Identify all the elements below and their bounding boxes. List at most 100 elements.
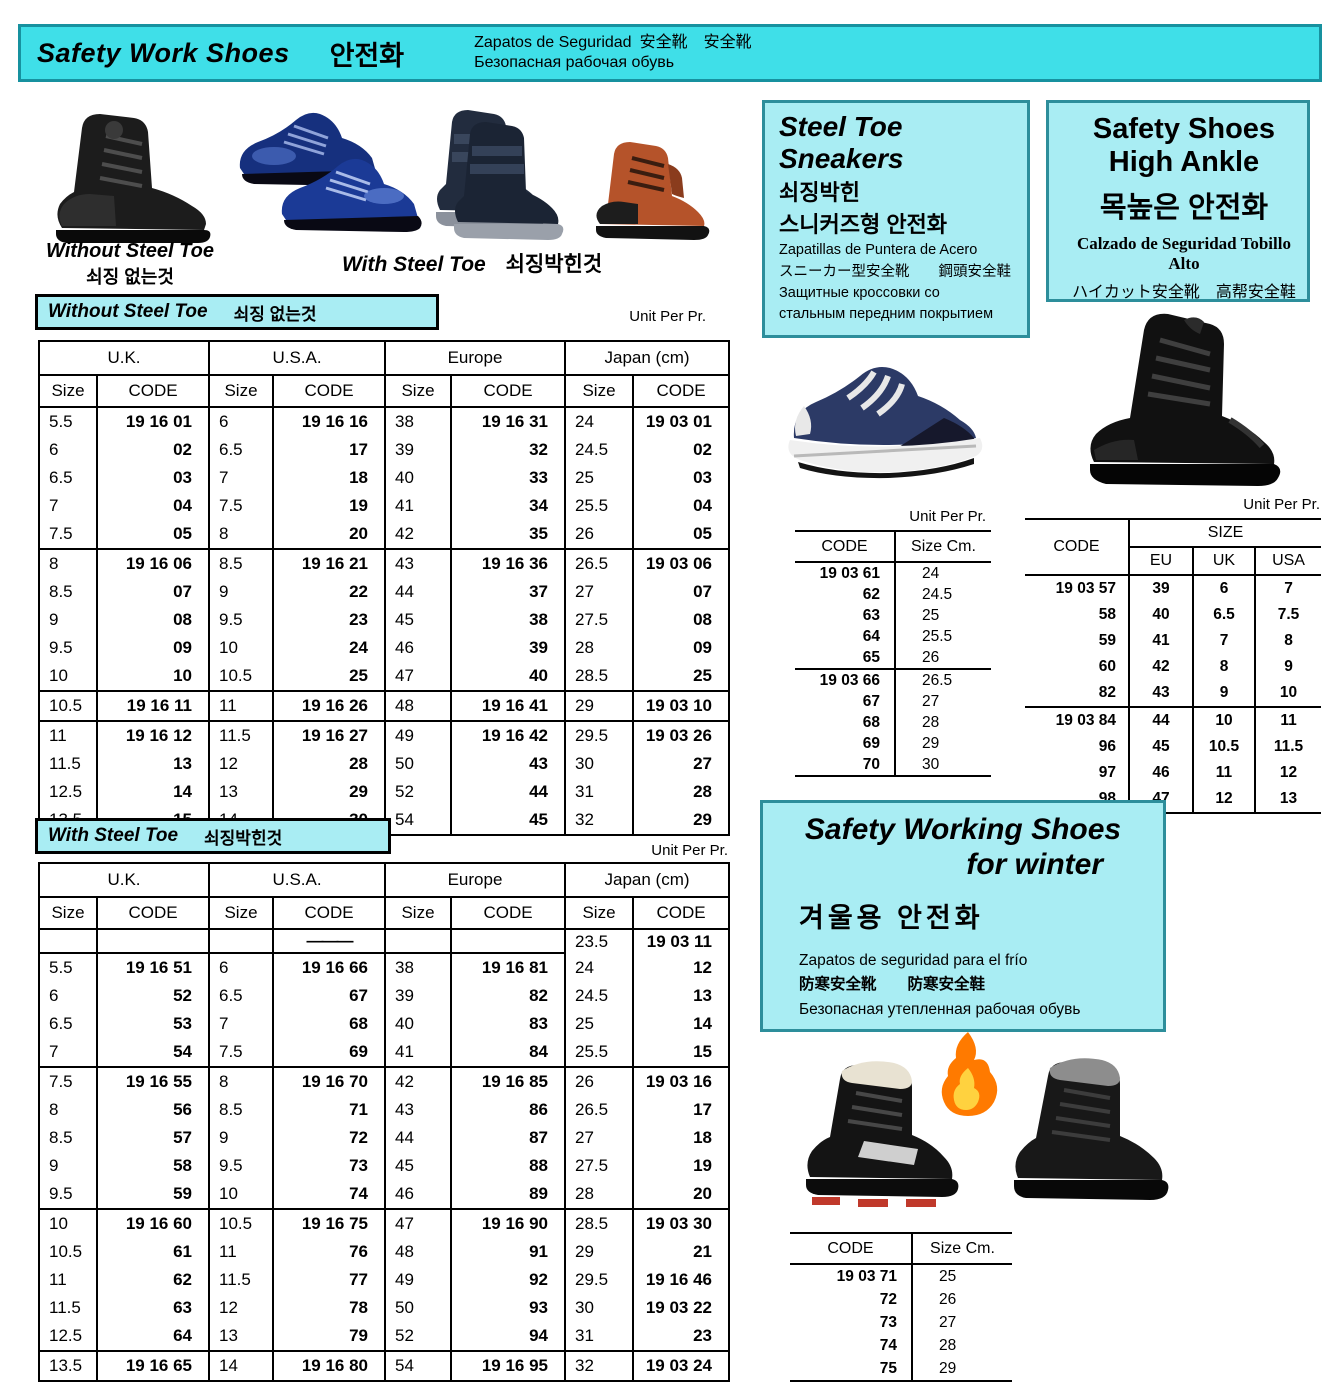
table-cell: 11: [39, 720, 97, 750]
table-cell: 8: [49, 1100, 59, 1119]
table-cell: 40: [449, 662, 566, 691]
table-cell: 7: [1192, 628, 1255, 654]
table-row: 8.5 57 9 72 44 87 27 18: [39, 1124, 730, 1152]
col-size: Size: [39, 897, 97, 930]
table-cell: 04: [632, 492, 730, 520]
without-steel-toe-section-title: Without Steel Toe 쇠징 없는것: [35, 294, 439, 330]
table-row: 62 24.5: [795, 584, 991, 605]
table-row: 12.5 64 13 79 52 94 31 23: [39, 1322, 730, 1351]
table-row: 7.5 19 16 55 8 19 16 70 42 19 16 85 26 19 03 16: [39, 1066, 730, 1096]
table-cell: 28: [272, 750, 385, 778]
table-cell: 29: [911, 1357, 1012, 1381]
page-header-banner: Safety Work Shoes 안전화 Zapatos de Segurid…: [18, 24, 1322, 82]
table-cell: 31: [564, 778, 634, 806]
table-cell: 5.5: [49, 958, 73, 977]
table-cell: 03: [96, 464, 209, 492]
table-cell: 39: [449, 634, 566, 662]
table-cell: 44: [449, 778, 566, 806]
table-cell: 03: [632, 464, 730, 492]
title-russian: Безопасная рабочая обувь: [474, 54, 675, 71]
with-steel-toe-photo-label: With Steel Toe 쇠징박힌것: [342, 248, 602, 278]
table-cell: 19 03 01: [632, 407, 730, 436]
table-cell: 27.5: [564, 606, 634, 634]
table-cell: ———: [272, 929, 385, 954]
table-cell: 91: [449, 1238, 566, 1266]
table-cell: 34: [449, 492, 566, 520]
table-cell: 19 16 06: [96, 548, 209, 578]
table-cell: 10: [208, 1180, 273, 1209]
sneakers-ru-2: стальным передним покрытием: [779, 305, 994, 322]
table-cell: 19 16 80: [272, 1350, 385, 1381]
with-steel-toe-size-table: U.K. U.S.A. Europe Japan (cm) Size CODE …: [38, 862, 731, 1382]
table-cell: 42: [384, 1066, 451, 1096]
table-cell: 26: [911, 1288, 1012, 1311]
without-steel-toe-photo-label: Without Steel Toe 쇠징 없는것: [28, 240, 232, 289]
table-cell: 11: [208, 690, 273, 721]
page-title: Safety Work Shoes: [37, 37, 290, 68]
table-cell: 27: [632, 750, 730, 778]
table-cell: 79: [272, 1322, 385, 1351]
table-cell: 37: [449, 578, 566, 606]
table-cell: 32: [564, 1350, 634, 1381]
table-cell: 82: [1098, 684, 1116, 701]
col-size: Size: [208, 375, 273, 408]
table-cell: 24.5: [564, 436, 634, 464]
table-cell: 10.5: [49, 1242, 83, 1261]
table-cell: 54: [96, 1038, 209, 1067]
table-cell: 10.5: [1192, 734, 1255, 760]
col-code: CODE: [96, 375, 209, 408]
table-cell: 29: [564, 690, 634, 721]
table-cell: 25: [564, 1010, 634, 1038]
table-cell: 8: [208, 1066, 273, 1096]
table-row: 19 03 71 25: [790, 1264, 1012, 1288]
col-size: Size: [564, 897, 634, 930]
table-cell: 60: [1098, 658, 1116, 675]
table-cell: 92: [449, 1266, 566, 1294]
table-cell: 32: [564, 806, 634, 835]
table-cell: 13: [632, 982, 730, 1010]
region-europe: Europe: [383, 863, 566, 898]
table-cell: 54: [384, 1350, 451, 1381]
table-cell: 19 16 41: [449, 690, 566, 721]
without-steel-toe-label-ko: 쇠징 없는것: [86, 267, 174, 287]
title-spanish-japanese-chinese: Zapatos de Seguridad 安全靴 安全靴: [474, 34, 752, 51]
table-row: 58 40 6.5 7.5: [1025, 602, 1322, 628]
table-cell: 64: [862, 627, 880, 645]
winter-size-table: CODE Size Cm. 19 03 71 25 72 26 73 27 74 28 75 29: [790, 1232, 1012, 1382]
table-cell: [449, 929, 566, 954]
table-cell: 24: [272, 634, 385, 662]
table-cell: 8: [39, 548, 97, 578]
sneaker-table-body: 19 03 61 24 62 24.5 63 25 64 25.5 65 26 19 03 66 26…: [795, 562, 991, 776]
table-row: 11.5 13 12 28 50 43 30 27: [39, 750, 730, 778]
table-row: 12.5 14 13 29 52 44 31 28: [39, 778, 730, 806]
table-cell: 78: [272, 1294, 385, 1322]
winter-es: Zapatos de seguridad para el frío: [799, 951, 1028, 969]
table-cell: 64: [96, 1322, 209, 1351]
table-cell: 50: [384, 750, 451, 778]
without-steel-toe-table-body: 5.5 19 16 01 6 19 16 16 38 19 16 31 24 19 03 01…: [39, 407, 730, 835]
table-cell: 6: [1192, 575, 1255, 602]
table-row: 63 25: [795, 605, 991, 626]
table-row: 19 03 61 24: [795, 562, 991, 584]
table-cell: 48: [384, 690, 451, 721]
table-cell: 29: [894, 733, 991, 754]
table-row: 5.5 19 16 51 6 19 16 66 38 19 16 81 24 12: [39, 953, 730, 982]
photo-steel-toe-sneaker: [788, 367, 983, 479]
sneakers-ko-1: 쇠징박힌: [779, 180, 860, 206]
table-cell: 24: [564, 953, 634, 982]
table-row: 8 56 8.5 71 43 86 26.5 17: [39, 1096, 730, 1124]
table-cell: 11: [1253, 706, 1322, 734]
table-row: 96 45 10.5 11.5: [1025, 734, 1322, 760]
sneaker-size-table: CODE Size Cm. 19 03 61 24 62 24.5 63 25 64 25.5…: [795, 530, 991, 777]
unit-per-pair-label: Unit Per Pr.: [651, 842, 728, 859]
table-cell: 08: [96, 606, 209, 634]
table-cell: 19 16 55: [96, 1066, 209, 1096]
table-cell: 24.5: [564, 982, 634, 1010]
table-cell: 19 16 85: [449, 1066, 566, 1096]
high-ankle-ko: 목높은 안전화: [1099, 191, 1269, 224]
table-cell: 69: [862, 734, 880, 752]
table-cell: 19 16 46: [632, 1266, 730, 1294]
region-usa: U.S.A.: [208, 341, 385, 376]
region-japan: Japan (cm): [564, 341, 730, 376]
col-code: CODE: [96, 897, 209, 930]
